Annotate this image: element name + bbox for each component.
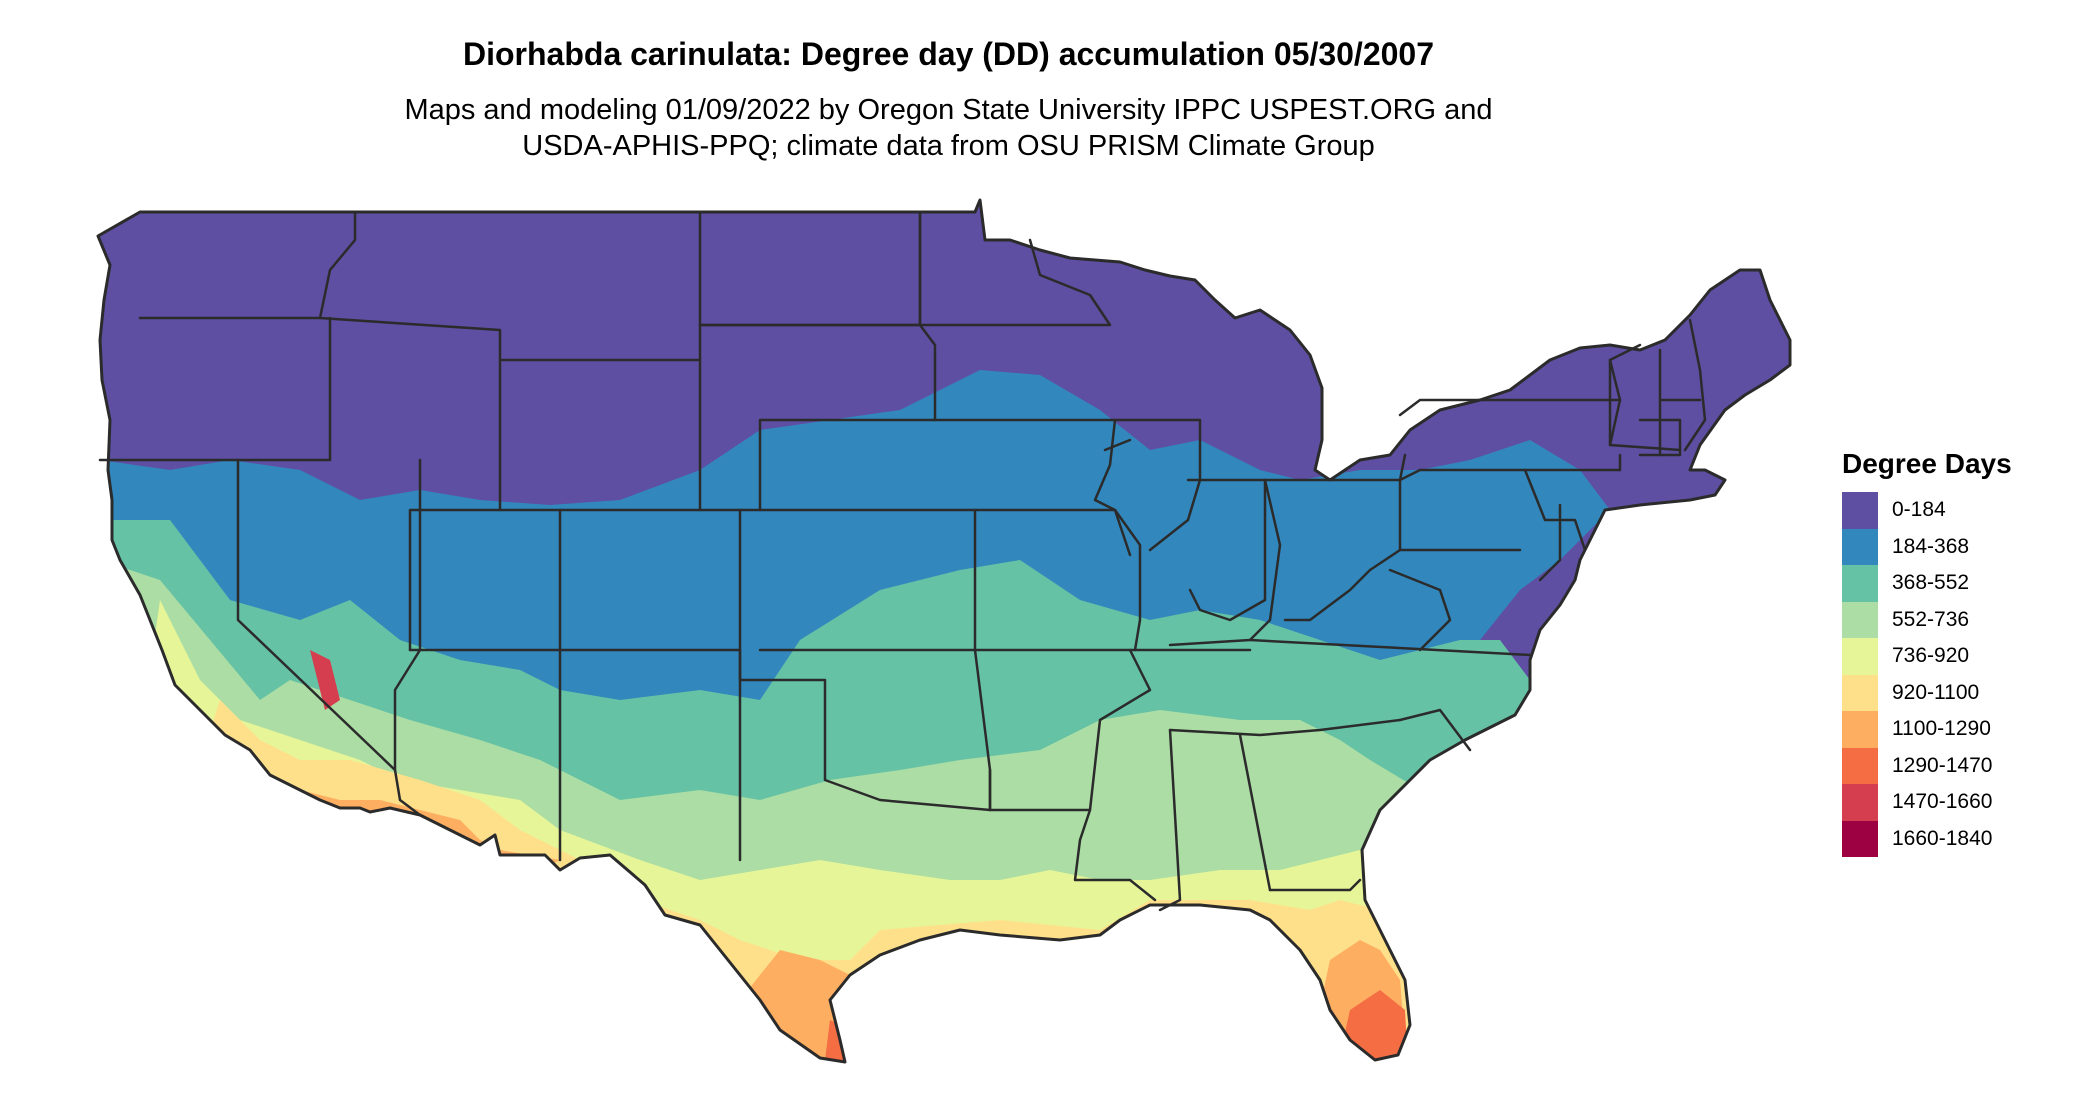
legend-label: 1290-1470 [1892,753,1993,777]
legend-swatch [1842,601,1878,638]
legend-item: 1660-1840 [1842,820,2012,857]
legend-swatch [1842,747,1878,784]
legend-swatch [1842,820,1878,857]
legend-swatch [1842,528,1878,565]
state-borders [98,210,1707,912]
subtitle-line-1: Maps and modeling 01/09/2022 by Oregon S… [404,94,1493,126]
legend-swatch [1842,492,1878,529]
legend-label: 920-1100 [1892,680,1980,704]
degree-day-zones [98,200,1790,1062]
legend-label: 1470-1660 [1892,790,1993,814]
legend-swatch [1842,784,1878,821]
legend-label: 368-552 [1892,571,1970,595]
legend-swatch [1842,565,1878,602]
legend-item: 368-552 [1842,565,2012,602]
legend-label: 1660-1840 [1892,826,1993,850]
legend-item: 184-368 [1842,528,2012,565]
map-subtitle: Maps and modeling 01/09/2022 by Oregon S… [0,92,1897,164]
legend-items: 0-184 184-368 368-552 552-736 736-920 920-110… [1842,492,2012,857]
legend-title: Degree Days [1842,448,2012,479]
legend-swatch [1842,638,1878,675]
legend-item: 1290-1470 [1842,747,2012,784]
legend-item: 736-920 [1842,638,2012,675]
legend-label: 184-368 [1892,534,1970,558]
us-outline [96,198,1792,1064]
legend-item: 552-736 [1842,601,2012,638]
legend: Degree Days 0-184 184-368 368-552 552-736 73… [1842,448,2012,857]
legend-item: 1100-1290 [1842,711,2012,748]
legend-item: 920-1100 [1842,674,2012,711]
map-title: Diorhabda carinulata: Degree day (DD) ac… [463,36,1434,72]
legend-label: 736-920 [1892,644,1970,668]
us-degree-day-map [96,198,1792,1064]
legend-swatch [1842,674,1878,711]
legend-label: 552-736 [1892,607,1970,631]
subtitle-line-2: USDA-APHIS-PPQ; climate data from OSU PR… [522,130,1375,162]
legend-label: 1100-1290 [1892,717,1991,741]
legend-swatch [1842,711,1878,748]
legend-item: 0-184 [1842,492,2012,529]
legend-item: 1470-1660 [1842,784,2012,821]
legend-label: 0-184 [1892,498,1946,522]
